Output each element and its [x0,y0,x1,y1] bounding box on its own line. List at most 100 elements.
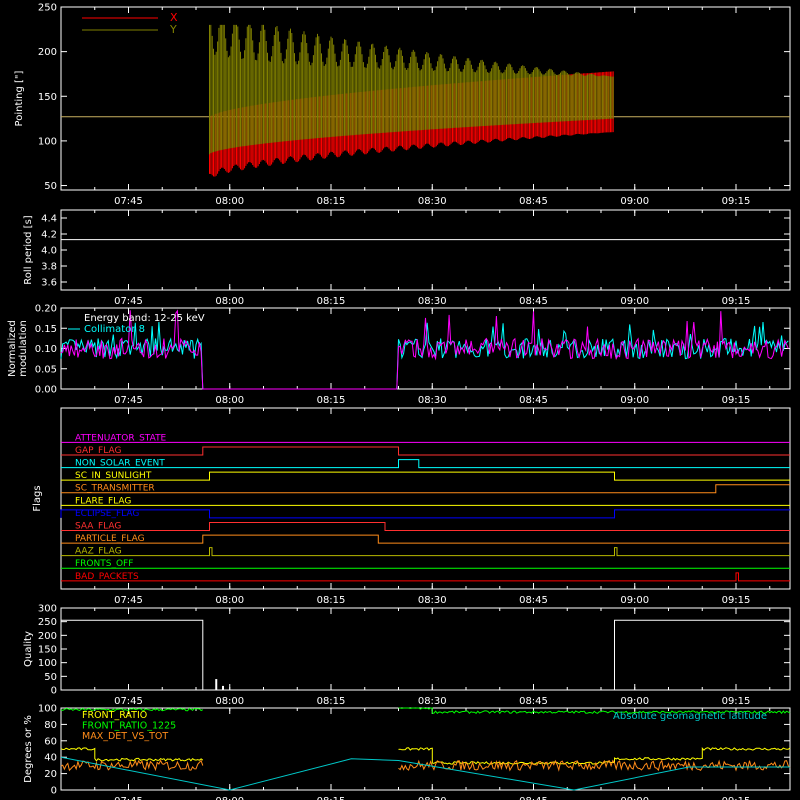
legend-label-collimator: Collimator 8 [84,324,145,335]
y-axis-label: modulation [18,320,29,377]
energy-band-annotation: Energy band: 12-25 keV [84,313,205,324]
flag-label-bad-packets: BAD_PACKETS [75,572,139,582]
undefined-frame [60,6,791,191]
x-tick-label: 08:45 [519,395,548,406]
y-tick-label: 0 [51,686,57,697]
x-tick-label: 08:15 [317,196,346,207]
x-tick-label: 09:00 [620,595,649,606]
x-tick-label: 09:00 [620,696,649,707]
x-tick-label: 08:00 [215,796,244,800]
y-axis-label: Flags [32,485,43,511]
x-tick-label: 08:00 [215,595,244,606]
x-tick-label: 08:15 [317,696,346,707]
x-tick-label: 08:45 [519,296,548,307]
x-tick-label: 09:15 [722,595,751,606]
y-axis-label: Pointing ["] [14,70,25,126]
y-tick-label: 4.4 [41,214,57,225]
series-geomagnetic-latitude-line [60,756,790,791]
y-tick-label: 200 [38,47,57,58]
y-tick-label: 40 [44,753,57,764]
y-tick-label: 20 [44,769,57,780]
y-tick-label: 250 [38,3,57,14]
x-tick-label: 07:45 [114,595,143,606]
x-tick-label: 09:15 [722,296,751,307]
x-tick-label: 08:15 [317,296,346,307]
flag-label-gap-flag: GAP_FLAG [75,446,121,456]
y-tick-label: 250 [38,617,57,628]
x-tick-label: 09:15 [722,696,751,707]
x-tick-label: 08:45 [519,796,548,800]
modulation-series-line [60,309,789,390]
y-axis-label: Degrees or % [23,715,34,783]
legend-label-x: X [170,11,178,24]
flag-line-particle-flag [61,534,790,544]
y-tick-label: 50 [44,672,57,683]
undefined-panel: 07:45 08:00 08:15 08:30 08:45 09:00 09:15 0.20 0… [7,304,791,406]
x-tick-label: 08:30 [418,595,447,606]
x-tick-label: 09:15 [722,796,751,800]
x-tick-label: 08:30 [418,395,447,406]
y-tick-label: 0.15 [35,324,57,335]
y-axis-label: Roll period [s] [23,215,34,284]
flag-label-fronts-off: FRONTS_OFF [75,559,133,569]
y-tick-label: 100 [38,136,57,147]
y-tick-label: 0 [51,786,57,797]
flag-line-eclipse-flag [60,509,790,519]
flag-label-sc-transmitter: SC_TRANSMITTER [75,484,155,494]
y-tick-label: 80 [44,720,57,731]
legend-label-max-det-vs-tot: MAX_DET_VS_TOT [82,731,168,742]
flag-line-bad-packets [61,572,790,582]
y-axis-label: Normalized [7,320,18,377]
x-tick-label: 07:45 [114,796,143,800]
x-tick-label: 08:30 [418,696,447,707]
x-tick-label: 08:30 [418,796,447,800]
x-tick-label: 08:15 [317,796,346,800]
y-tick-label: 3.6 [41,278,57,289]
undefined-panel: 07:45 08:00 08:15 08:30 08:45 09:00 09:15 100 80… [23,704,791,800]
x-tick-label: 09:00 [620,796,649,800]
flag-label-eclipse-flag: ECLIPSE_FLAG [75,509,139,519]
y-tick-label: 3.8 [41,262,57,273]
y-tick-label: 0.10 [35,344,57,355]
x-tick-label: 07:45 [114,696,143,707]
flag-line-gap-flag [61,446,790,456]
undefined-panel: 07:45 08:00 08:15 08:30 08:45 09:00 09:15 300 25… [23,604,791,707]
y-tick-label: 50 [44,181,57,192]
x-tick-label: 09:15 [722,196,751,207]
x-tick-label: 09:00 [620,196,649,207]
flag-line-non-solar-event [61,459,790,469]
x-tick-label: 08:00 [215,296,244,307]
y-tick-label: 150 [38,92,57,103]
x-tick-label: 09:00 [620,395,649,406]
y-tick-label: 60 [44,736,57,747]
y-tick-label: 0.00 [35,385,57,396]
x-tick-label: 07:45 [114,296,143,307]
flag-label-flare-flag: FLARE_FLAG [75,496,131,506]
x-tick-label: 09:15 [722,395,751,406]
flag-label-aaz-flag: AAZ_FLAG [75,547,122,557]
flag-line-saa-flag [61,521,790,531]
undefined-panel: 07:45 08:00 08:15 08:30 08:45 09:00 09:15 Flags… [32,407,791,606]
flag-line-sc-in-sunlight [61,471,790,481]
x-tick-label: 07:45 [114,196,143,207]
flag-label-non-solar-event: NON_SOLAR_EVENT [75,459,165,469]
x-tick-label: 08:00 [215,395,244,406]
x-tick-label: 07:45 [114,395,143,406]
legend-label-front-ratio-1225: FRONT_RATIO_1225 [82,721,176,732]
x-tick-label: 08:45 [519,196,548,207]
quality-line [61,619,790,691]
y-tick-label: 200 [38,631,57,642]
geomagnetic-latitude-label: Absolute geomagnetic latitude [613,711,767,722]
flag-line-sc-transmitter [61,484,790,494]
x-tick-label: 08:00 [215,696,244,707]
flag-label-saa-flag: SAA_FLAG [75,521,121,531]
y-tick-label: 300 [38,604,57,615]
series-front-ratio-1225-line [60,707,791,715]
x-tick-label: 08:45 [519,595,548,606]
y-tick-label: 100 [38,704,57,715]
undefined-panel: 07:45 08:00 08:15 08:30 08:45 09:00 09:15 4.4 4.… [23,209,791,307]
collimator-series-line [60,321,789,390]
y-tick-label: 150 [38,645,57,656]
x-tick-label: 08:30 [418,196,447,207]
